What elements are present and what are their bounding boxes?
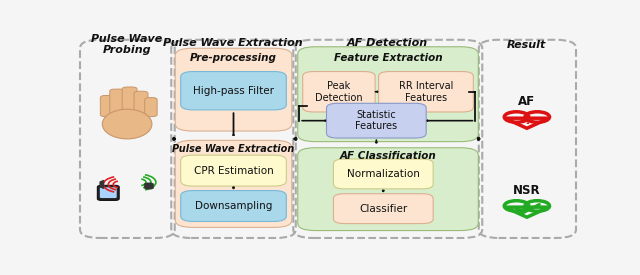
Text: Pre-processing: Pre-processing [190,53,276,63]
FancyBboxPatch shape [97,185,119,200]
Text: Feature Extraction: Feature Extraction [333,53,442,63]
FancyBboxPatch shape [175,48,292,131]
FancyBboxPatch shape [100,95,114,117]
Text: Result: Result [508,40,547,50]
Text: Pulse Wave
Probing: Pulse Wave Probing [92,34,163,56]
FancyBboxPatch shape [303,72,375,112]
Text: Peak
Detection: Peak Detection [315,81,363,103]
Text: Downsampling: Downsampling [195,201,272,211]
FancyBboxPatch shape [298,148,478,230]
FancyBboxPatch shape [110,89,125,117]
Text: Normalization: Normalization [347,169,420,179]
Text: CPR Estimation: CPR Estimation [194,166,273,176]
Text: Statistic
Features: Statistic Features [355,110,397,131]
FancyBboxPatch shape [145,183,154,189]
FancyBboxPatch shape [100,187,116,198]
FancyBboxPatch shape [298,47,478,142]
Text: NSR: NSR [513,183,541,197]
Ellipse shape [102,109,152,139]
Text: RR Interval
Features: RR Interval Features [399,81,453,103]
Text: Pulse Wave Extraction: Pulse Wave Extraction [172,144,294,154]
FancyBboxPatch shape [326,103,426,138]
Text: Pulse Wave Extraction: Pulse Wave Extraction [163,37,303,48]
FancyBboxPatch shape [180,155,286,186]
Polygon shape [100,180,104,189]
FancyBboxPatch shape [180,191,286,221]
Text: Classifier: Classifier [359,204,408,214]
Text: AF: AF [518,95,536,108]
FancyBboxPatch shape [333,194,433,224]
Text: AF Detection: AF Detection [347,37,428,48]
Text: High-pass Filter: High-pass Filter [193,86,274,96]
FancyBboxPatch shape [175,140,292,227]
FancyBboxPatch shape [134,91,148,117]
Text: AF Classification: AF Classification [340,151,436,161]
FancyBboxPatch shape [122,87,137,117]
FancyBboxPatch shape [333,159,433,189]
FancyBboxPatch shape [180,72,286,110]
FancyBboxPatch shape [379,72,474,112]
FancyBboxPatch shape [145,98,157,117]
Text: !: ! [524,114,530,127]
